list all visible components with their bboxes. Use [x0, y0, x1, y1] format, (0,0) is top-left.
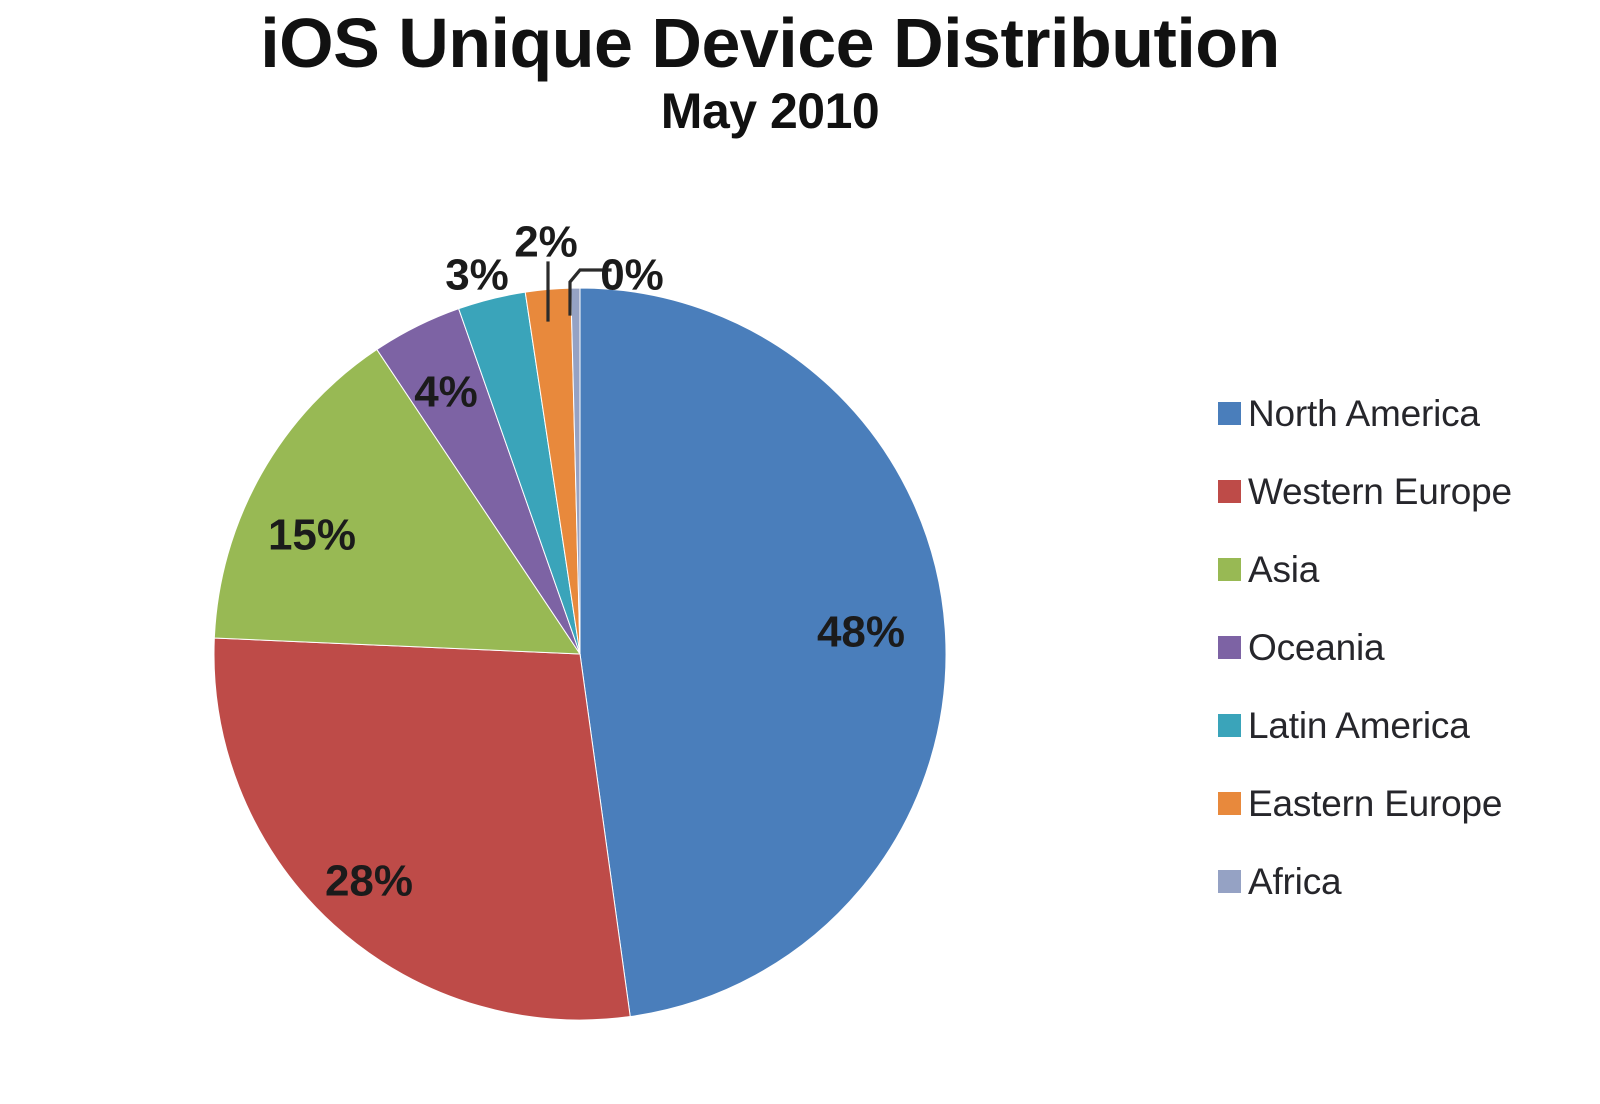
pie-slice[interactable]: [213, 348, 581, 655]
legend-swatch-icon: [1218, 869, 1241, 893]
pie-slice[interactable]: [579, 287, 947, 1018]
legend-item-western-europe[interactable]: Western Europe: [1218, 452, 1600, 530]
pie-slice-group: [213, 287, 947, 1021]
legend-item-north-america[interactable]: North America: [1218, 374, 1600, 452]
legend-swatch-icon: [1218, 401, 1241, 425]
pie-slice-value-label: 3%: [445, 251, 509, 300]
legend-item-label: Latin America: [1248, 704, 1470, 746]
legend-swatch-icon: [1218, 791, 1241, 815]
pie-slice-value-label: 4%: [414, 368, 478, 417]
legend-item-label: North America: [1248, 392, 1480, 434]
pie-slice-value-label: 0%: [600, 251, 664, 300]
legend-item-label: Eastern Europe: [1248, 782, 1503, 824]
leader-line-elbow: [568, 268, 612, 316]
legend-item-label: Western Europe: [1248, 470, 1512, 512]
pie-slice-value-label: 2%: [514, 218, 578, 267]
chart-legend: North America Western Europe Asia Oceania La…: [1218, 374, 1600, 920]
pie-leader-lines: [546, 261, 612, 322]
pie-slice-value-label: 15%: [268, 511, 356, 560]
pie-value-labels: 48% 28% 15% 4% 3%2% 0%: [268, 218, 905, 906]
legend-item-label: Oceania: [1248, 626, 1385, 668]
pie-slice-value-label: 48%: [817, 608, 905, 657]
legend-item-label: Africa: [1248, 860, 1342, 902]
legend-item-label: Asia: [1248, 548, 1320, 590]
legend-item-latin-america[interactable]: Latin America: [1218, 686, 1600, 764]
legend-item-oceania[interactable]: Oceania: [1218, 608, 1600, 686]
legend-item-eastern-europe[interactable]: Eastern Europe: [1218, 764, 1600, 842]
legend-swatch-icon: [1218, 479, 1241, 503]
legend-swatch-icon: [1218, 635, 1241, 659]
legend-item-africa[interactable]: Africa: [1218, 842, 1600, 920]
legend-swatch-icon: [1218, 713, 1241, 737]
pie-plot-area: 48% 28% 15% 4% 3% 2% 0%: [213, 218, 947, 1021]
pie-slice[interactable]: [213, 637, 631, 1021]
pie-svg: 48% 28% 15% 4% 3%2% 0%: [213, 218, 947, 1021]
legend-swatch-icon: [1218, 557, 1241, 581]
legend-item-asia[interactable]: Asia: [1218, 530, 1600, 608]
pie-slice-value-label: 28%: [325, 857, 413, 906]
